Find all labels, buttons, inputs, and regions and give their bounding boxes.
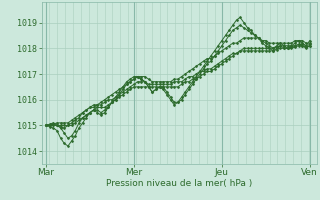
X-axis label: Pression niveau de la mer( hPa ): Pression niveau de la mer( hPa )	[106, 179, 252, 188]
